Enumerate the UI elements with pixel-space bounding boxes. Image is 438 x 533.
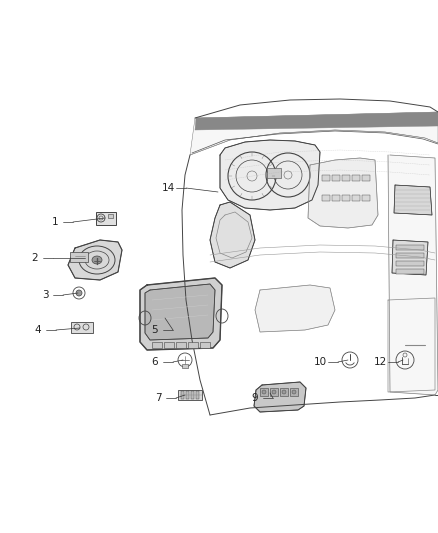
Bar bbox=[178, 390, 202, 400]
Polygon shape bbox=[210, 202, 255, 268]
Bar bbox=[188, 342, 198, 348]
Text: 2: 2 bbox=[32, 253, 38, 263]
Bar bbox=[267, 168, 281, 178]
Polygon shape bbox=[388, 155, 438, 395]
Text: 7: 7 bbox=[155, 393, 161, 403]
Bar bbox=[342, 195, 350, 201]
Bar bbox=[71, 322, 93, 333]
Bar bbox=[164, 342, 174, 348]
Bar bbox=[396, 261, 424, 266]
Polygon shape bbox=[254, 382, 306, 412]
Polygon shape bbox=[140, 278, 222, 350]
Bar bbox=[181, 391, 184, 399]
Text: 4: 4 bbox=[35, 325, 41, 335]
Bar bbox=[362, 175, 370, 181]
Circle shape bbox=[272, 390, 276, 394]
Bar bbox=[342, 175, 350, 181]
Bar bbox=[182, 364, 188, 368]
Circle shape bbox=[282, 390, 286, 394]
Bar bbox=[352, 175, 360, 181]
Bar bbox=[196, 391, 199, 399]
Circle shape bbox=[262, 390, 266, 394]
Bar bbox=[270, 388, 278, 396]
Bar bbox=[332, 175, 340, 181]
Circle shape bbox=[76, 290, 82, 296]
Polygon shape bbox=[255, 285, 335, 332]
Circle shape bbox=[292, 390, 296, 394]
Text: 12: 12 bbox=[373, 357, 387, 367]
Polygon shape bbox=[308, 158, 378, 228]
Bar bbox=[108, 214, 113, 218]
Bar bbox=[322, 175, 330, 181]
Bar bbox=[362, 195, 370, 201]
Polygon shape bbox=[220, 140, 320, 210]
Polygon shape bbox=[394, 185, 432, 215]
Bar bbox=[280, 388, 288, 396]
Bar bbox=[260, 388, 268, 396]
Bar bbox=[186, 391, 189, 399]
Bar bbox=[191, 391, 194, 399]
Text: 9: 9 bbox=[252, 393, 258, 403]
Text: 1: 1 bbox=[52, 217, 58, 227]
Text: 10: 10 bbox=[314, 357, 327, 367]
Text: 5: 5 bbox=[152, 325, 158, 335]
Text: 14: 14 bbox=[161, 183, 175, 193]
Bar bbox=[322, 195, 330, 201]
Bar bbox=[290, 388, 298, 396]
Polygon shape bbox=[145, 284, 215, 340]
Polygon shape bbox=[68, 240, 122, 280]
Text: 6: 6 bbox=[152, 357, 158, 367]
Ellipse shape bbox=[92, 256, 102, 264]
Polygon shape bbox=[190, 112, 438, 155]
Bar bbox=[152, 342, 162, 348]
Bar bbox=[96, 212, 116, 225]
Bar bbox=[332, 195, 340, 201]
Text: 3: 3 bbox=[42, 290, 48, 300]
Polygon shape bbox=[195, 112, 438, 130]
Bar bbox=[396, 245, 424, 250]
Bar bbox=[200, 342, 210, 348]
Bar bbox=[396, 253, 424, 258]
Bar bbox=[396, 269, 424, 274]
Bar bbox=[70, 252, 88, 262]
Bar bbox=[352, 195, 360, 201]
Polygon shape bbox=[392, 240, 428, 275]
Bar bbox=[176, 342, 186, 348]
